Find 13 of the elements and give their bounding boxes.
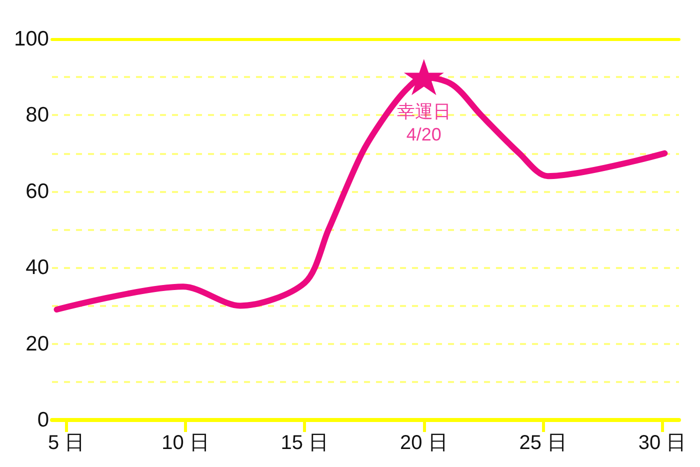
y-tick-label: 100 [14, 28, 49, 50]
y-tick-label: 0 [37, 408, 49, 432]
x-tick-label: 5 日 [48, 432, 85, 454]
x-tick-label: 15 日 [280, 432, 329, 454]
y-tick-label: 40 [26, 256, 49, 280]
annotation: 幸運日 4/20 [396, 102, 451, 145]
x-tick-label: 20 日 [400, 432, 448, 454]
y-tick-label: 20 [26, 332, 49, 356]
y-tick-label: 60 [26, 180, 49, 203]
x-tick-label: 25 日 [519, 432, 568, 454]
x-tick-label: 30 日 [638, 432, 686, 454]
x-tick-label: 10 日 [162, 432, 210, 454]
y-tick-label: 80 [26, 104, 49, 127]
